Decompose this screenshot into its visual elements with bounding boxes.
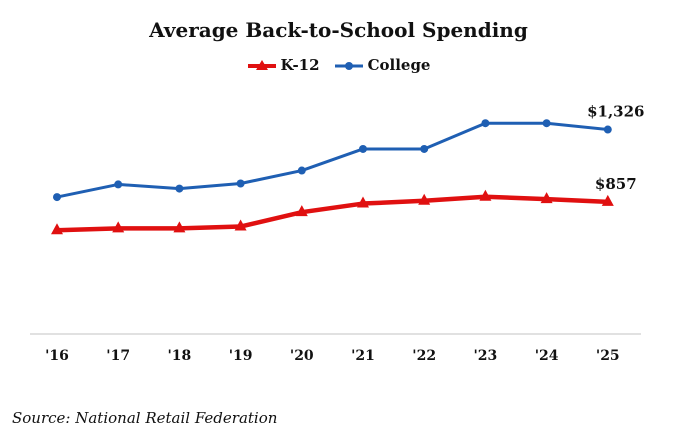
- data-point-k12: [173, 221, 186, 233]
- data-point-college: [359, 144, 367, 153]
- data-point-k12: [295, 205, 308, 217]
- end-value-label-college: $1,326: [587, 103, 644, 121]
- data-point-college: [542, 119, 551, 128]
- data-point-college: [236, 179, 245, 188]
- x-tick-label: '22: [412, 348, 436, 364]
- x-tick-label: '21: [351, 348, 375, 364]
- data-point-k12: [601, 194, 614, 206]
- x-tick-label: '25: [596, 348, 620, 364]
- data-point-college: [53, 193, 61, 202]
- data-point-k12: [357, 196, 369, 208]
- data-point-college: [175, 184, 184, 193]
- x-tick-label: '18: [168, 348, 192, 364]
- x-tick-label: '20: [290, 348, 314, 364]
- data-point-k12: [418, 193, 431, 205]
- legend-item-college: College: [334, 56, 431, 74]
- data-point-k12: [112, 221, 125, 233]
- chart-title: Average Back-to-School Spending: [149, 18, 528, 42]
- data-point-college: [114, 180, 123, 189]
- data-point-k12: [51, 223, 63, 235]
- legend-swatch-k12: [247, 60, 276, 70]
- x-tick-label: '23: [474, 348, 498, 364]
- x-tick-label: '16: [45, 348, 69, 364]
- source-note: Source: National Retail Federation: [12, 409, 278, 427]
- data-point-k12: [540, 192, 553, 204]
- legend-label-k12: K-12: [280, 56, 320, 74]
- series-line-college: [56, 121, 608, 199]
- data-point-college: [481, 119, 490, 128]
- x-tick-label: '24: [535, 348, 559, 364]
- data-point-college: [603, 125, 612, 134]
- legend-label-college: College: [367, 56, 431, 74]
- chart-legend: K-12 College: [0, 56, 677, 74]
- series-line-k12: [56, 194, 608, 233]
- x-tick-label: '17: [106, 348, 130, 364]
- data-point-k12: [234, 219, 247, 231]
- end-value-label-k12: $857: [595, 175, 637, 193]
- legend-item-k12: K-12: [247, 56, 320, 74]
- x-tick-label: '19: [229, 348, 253, 364]
- data-point-college: [420, 144, 429, 153]
- data-point-k12: [479, 189, 492, 201]
- legend-swatch-college: [334, 62, 363, 70]
- data-point-college: [297, 166, 306, 175]
